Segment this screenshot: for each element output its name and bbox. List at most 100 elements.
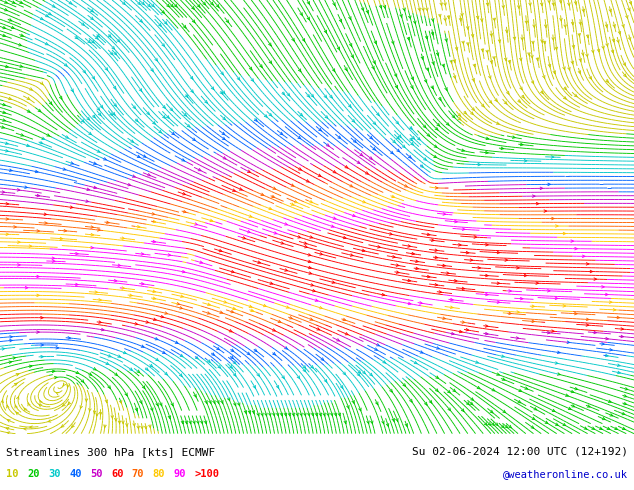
FancyArrowPatch shape — [484, 422, 487, 425]
FancyArrowPatch shape — [320, 306, 322, 309]
FancyArrowPatch shape — [333, 2, 335, 5]
Text: Su 02-06-2024 12:00 UTC (12+192): Su 02-06-2024 12:00 UTC (12+192) — [411, 447, 628, 457]
FancyArrowPatch shape — [349, 44, 352, 46]
FancyArrowPatch shape — [516, 337, 519, 339]
FancyArrowPatch shape — [83, 70, 86, 73]
FancyArrowPatch shape — [590, 270, 593, 273]
FancyArrowPatch shape — [517, 311, 519, 313]
FancyArrowPatch shape — [285, 269, 287, 271]
FancyArrowPatch shape — [207, 303, 210, 305]
FancyArrowPatch shape — [224, 301, 226, 303]
FancyArrowPatch shape — [427, 275, 430, 278]
FancyArrowPatch shape — [599, 427, 602, 429]
FancyArrowPatch shape — [425, 36, 428, 39]
FancyArrowPatch shape — [351, 55, 353, 58]
FancyArrowPatch shape — [436, 389, 438, 392]
FancyArrowPatch shape — [52, 370, 55, 372]
FancyArrowPatch shape — [455, 47, 458, 50]
FancyArrowPatch shape — [602, 343, 604, 345]
FancyArrowPatch shape — [544, 210, 547, 212]
FancyArrowPatch shape — [155, 58, 157, 61]
FancyArrowPatch shape — [502, 378, 505, 380]
FancyArrowPatch shape — [184, 113, 186, 116]
FancyArrowPatch shape — [298, 236, 301, 238]
FancyArrowPatch shape — [18, 241, 20, 244]
FancyArrowPatch shape — [621, 328, 623, 330]
FancyArrowPatch shape — [155, 338, 158, 340]
FancyArrowPatch shape — [485, 332, 488, 335]
FancyArrowPatch shape — [566, 394, 568, 396]
FancyArrowPatch shape — [411, 143, 413, 145]
FancyArrowPatch shape — [62, 404, 65, 406]
FancyArrowPatch shape — [18, 264, 20, 266]
FancyArrowPatch shape — [508, 425, 512, 428]
FancyArrowPatch shape — [618, 31, 621, 34]
FancyArrowPatch shape — [396, 136, 399, 139]
FancyArrowPatch shape — [486, 325, 488, 327]
FancyArrowPatch shape — [6, 202, 8, 205]
FancyArrowPatch shape — [20, 34, 23, 36]
FancyArrowPatch shape — [513, 37, 515, 40]
FancyArrowPatch shape — [98, 229, 100, 231]
FancyArrowPatch shape — [106, 362, 108, 365]
FancyArrowPatch shape — [68, 402, 70, 405]
Text: 50: 50 — [90, 469, 103, 479]
FancyArrowPatch shape — [360, 153, 363, 156]
FancyArrowPatch shape — [195, 356, 198, 359]
FancyArrowPatch shape — [567, 3, 570, 6]
FancyArrowPatch shape — [555, 423, 558, 425]
FancyArrowPatch shape — [489, 76, 491, 78]
FancyArrowPatch shape — [249, 67, 252, 70]
FancyArrowPatch shape — [15, 383, 17, 386]
FancyArrowPatch shape — [313, 290, 315, 292]
FancyArrowPatch shape — [521, 143, 523, 146]
FancyArrowPatch shape — [119, 400, 122, 403]
FancyArrowPatch shape — [311, 94, 314, 97]
FancyArrowPatch shape — [478, 163, 481, 166]
FancyArrowPatch shape — [391, 151, 393, 154]
FancyArrowPatch shape — [307, 413, 310, 416]
FancyArrowPatch shape — [37, 294, 39, 296]
FancyArrowPatch shape — [217, 400, 219, 403]
FancyArrowPatch shape — [519, 58, 522, 61]
FancyArrowPatch shape — [624, 394, 626, 397]
FancyArrowPatch shape — [373, 147, 375, 150]
FancyArrowPatch shape — [605, 354, 608, 357]
FancyArrowPatch shape — [141, 345, 144, 347]
FancyArrowPatch shape — [497, 301, 500, 303]
FancyArrowPatch shape — [261, 413, 263, 416]
FancyArrowPatch shape — [198, 169, 201, 171]
FancyArrowPatch shape — [247, 170, 250, 172]
FancyArrowPatch shape — [497, 282, 500, 285]
FancyArrowPatch shape — [584, 427, 587, 429]
FancyArrowPatch shape — [147, 112, 150, 115]
FancyArrowPatch shape — [210, 219, 212, 221]
FancyArrowPatch shape — [6, 65, 8, 68]
Text: Streamlines 300 hPa [kts] ECMWF: Streamlines 300 hPa [kts] ECMWF — [6, 447, 216, 457]
FancyArrowPatch shape — [303, 366, 306, 368]
FancyArrowPatch shape — [462, 149, 465, 151]
FancyArrowPatch shape — [151, 408, 153, 411]
FancyArrowPatch shape — [431, 32, 434, 35]
FancyArrowPatch shape — [340, 386, 343, 389]
FancyArrowPatch shape — [352, 400, 354, 403]
FancyArrowPatch shape — [42, 137, 44, 140]
FancyArrowPatch shape — [112, 112, 115, 115]
FancyArrowPatch shape — [471, 34, 474, 37]
FancyArrowPatch shape — [181, 295, 183, 297]
FancyArrowPatch shape — [141, 2, 145, 4]
FancyArrowPatch shape — [6, 218, 9, 220]
FancyArrowPatch shape — [269, 207, 272, 210]
FancyArrowPatch shape — [181, 421, 184, 424]
FancyArrowPatch shape — [244, 411, 247, 414]
FancyArrowPatch shape — [525, 21, 527, 24]
FancyArrowPatch shape — [605, 338, 608, 340]
FancyArrowPatch shape — [306, 180, 309, 182]
FancyArrowPatch shape — [265, 413, 267, 416]
FancyArrowPatch shape — [377, 343, 379, 346]
FancyArrowPatch shape — [258, 261, 261, 264]
FancyArrowPatch shape — [41, 317, 43, 319]
FancyArrowPatch shape — [392, 256, 395, 258]
FancyArrowPatch shape — [453, 75, 456, 78]
FancyArrowPatch shape — [220, 91, 223, 94]
